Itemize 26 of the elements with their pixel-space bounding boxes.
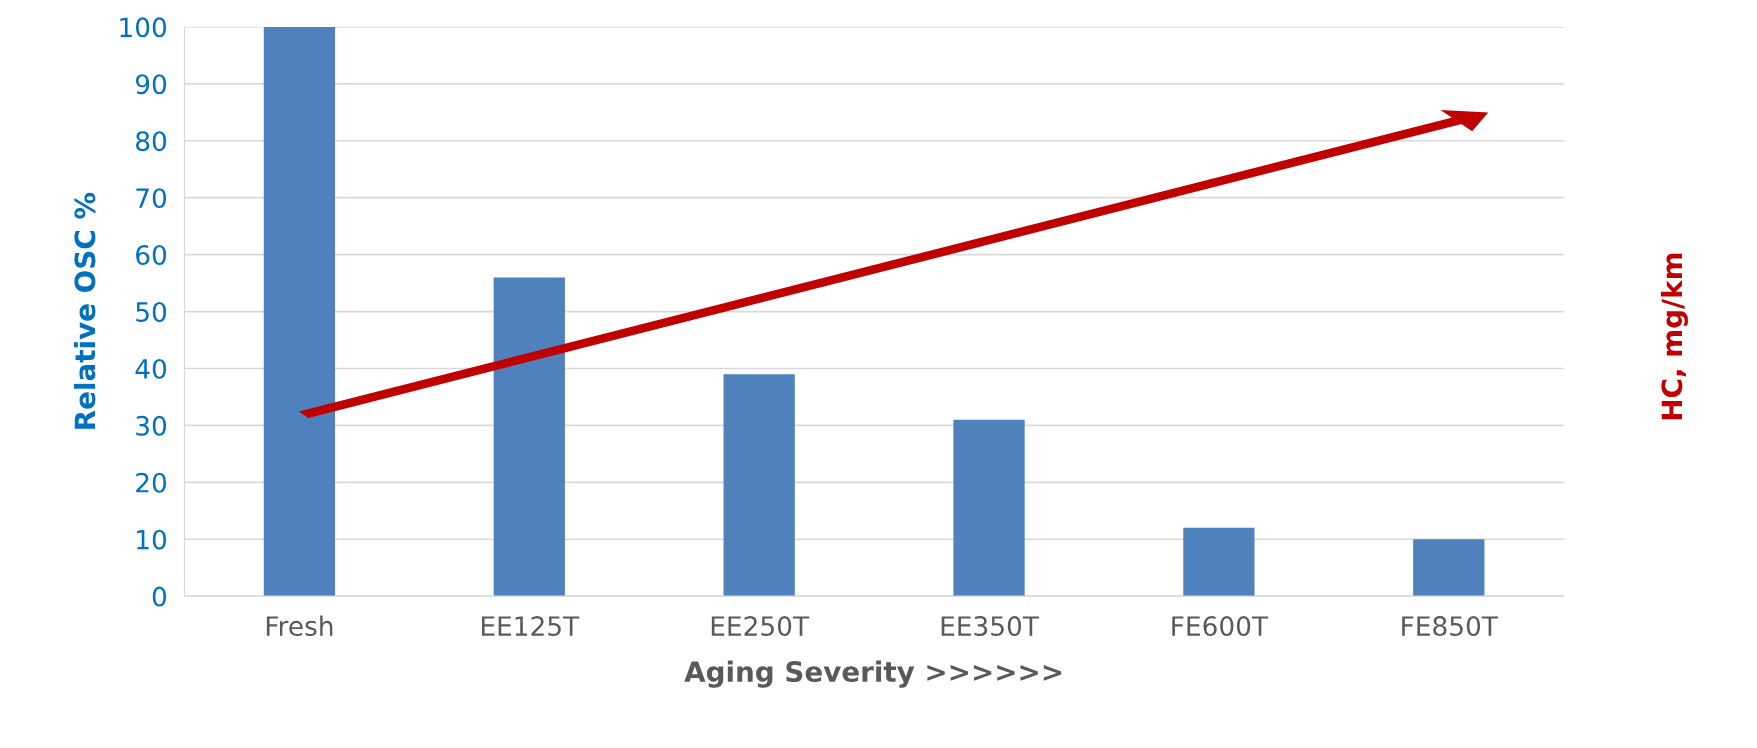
y2-axis-title: HC, mg/km [1660,253,1688,420]
bar [493,277,565,597]
y-tick-label: 20 [136,472,167,493]
y-tick-label: 60 [136,245,167,266]
y-tick-label: 10 [137,529,167,550]
y-tick-label: 70 [136,188,167,209]
bar [953,419,1025,597]
y-tick-label: 50 [136,301,167,322]
y-tick-label: 80 [136,131,167,152]
y-tick-label: 100 [120,17,167,38]
bar [1413,539,1485,597]
x-axis-title: Aging Severity >>>>>> [684,660,1062,688]
x-tick-label: EE250T [711,616,810,637]
bar [1183,527,1255,597]
bar [723,374,795,597]
y-tick-label: 40 [135,358,167,379]
bar [263,26,336,597]
x-tick-label: Fresh [266,615,333,637]
x-tick-label: FE600T [1172,616,1269,637]
x-tick-label: FE850T [1402,616,1499,637]
y-axis-title: Relative OSC % [73,192,96,429]
x-tick-label: EE125T [481,616,580,637]
y-tick-label: 90 [135,74,167,95]
y-tick-label: 0 [152,586,167,607]
y-tick-label: 30 [136,415,167,436]
x-tick-label: EE350T [941,616,1040,637]
